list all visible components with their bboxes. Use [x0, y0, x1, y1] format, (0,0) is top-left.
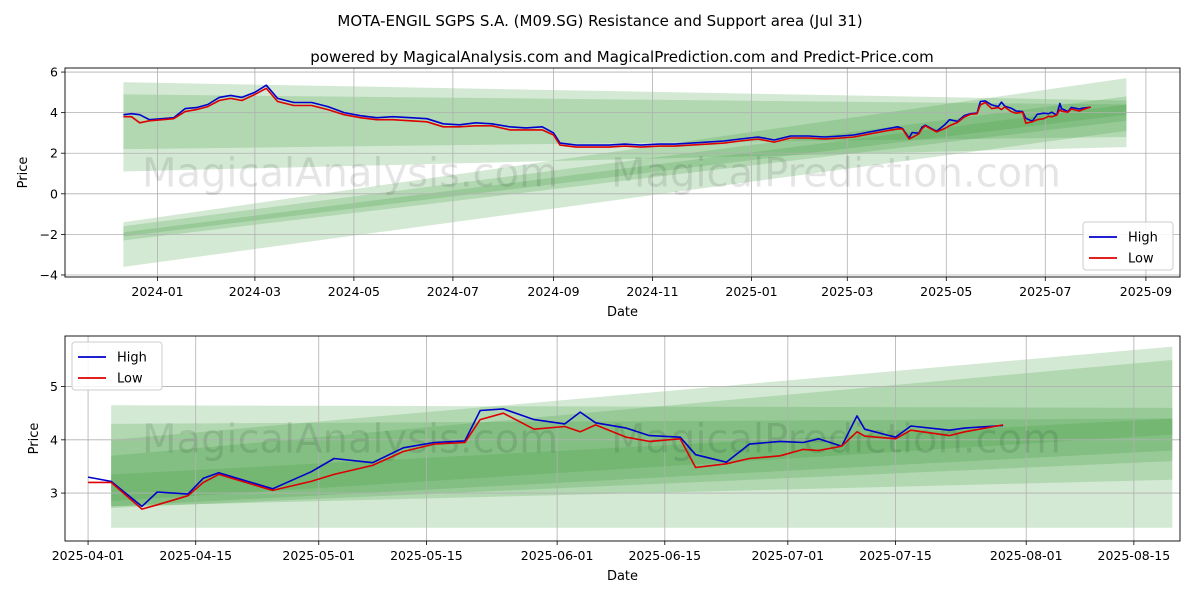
series-lines	[87, 408, 1004, 510]
x-tick-label: 2025-09	[1120, 284, 1172, 299]
y-tick-label: 4	[50, 432, 58, 447]
y-tick-label: −2	[40, 227, 58, 242]
y-axis-label: Price	[16, 157, 31, 189]
watermarks: MagicalAnalysis.com MagicalPrediction.com	[142, 417, 1061, 463]
low-legend-label: Low	[1128, 252, 1154, 267]
support-resistance-bands	[123, 78, 1127, 267]
x-tick-label: 2025-07-01	[751, 548, 824, 563]
x-axis-label: Date	[607, 305, 638, 320]
chart-subtitle: powered by MagicalAnalysis.com and Magic…	[310, 48, 934, 66]
high-legend-label: High	[117, 351, 147, 366]
x-tick-label: 2025-01	[725, 284, 777, 299]
watermark-text: MagicalPrediction.com	[611, 417, 1061, 463]
axis-ticks: 2024-01 2024-03 2024-05 2024-07 2024-09 2024-…	[40, 65, 1173, 299]
watermarks: MagicalAnalysis.com MagicalPrediction.com	[142, 151, 1061, 197]
band-0	[123, 82, 1127, 172]
grid-lines	[65, 68, 1180, 277]
y-tick-label: −4	[40, 267, 58, 282]
x-tick-label: 2025-07-15	[859, 548, 932, 563]
x-tick-label: 2025-07	[1019, 284, 1071, 299]
x-tick-label: 2024-01	[131, 284, 183, 299]
x-tick-label: 2025-04-15	[159, 548, 232, 563]
high-series-line	[123, 84, 1091, 146]
x-tick-label: 2025-03	[821, 284, 873, 299]
x-tick-label: 2025-06-01	[521, 548, 594, 563]
band-4	[111, 418, 1173, 502]
x-tick-label: 2025-08-01	[990, 548, 1063, 563]
axis-ticks: 2025-04-01 2025-04-15 2025-05-01 2025-05-15…	[50, 379, 1170, 563]
x-tick-label: 2024-11	[626, 284, 678, 299]
y-tick-label: 4	[50, 105, 58, 120]
band-4	[123, 104, 1127, 237]
support-resistance-bands	[111, 346, 1173, 528]
low-legend-label: Low	[117, 372, 143, 387]
plot-frame	[64, 335, 1181, 542]
low-series-line	[88, 412, 1004, 510]
band-1	[111, 418, 1173, 507]
x-tick-label: 2024-05	[328, 284, 380, 299]
y-tick-label: 6	[50, 65, 58, 80]
high-legend-label: High	[1128, 231, 1158, 246]
y-tick-label: 0	[50, 186, 58, 201]
x-tick-label: 2025-08-15	[1098, 548, 1171, 563]
band-2	[123, 78, 1127, 267]
x-tick-label: 2025-06-15	[628, 548, 701, 563]
x-axis-label: Date	[607, 569, 638, 584]
x-tick-label: 2025-05	[920, 284, 972, 299]
x-tick-label: 2025-05-15	[390, 548, 463, 563]
x-tick-label: 2024-09	[527, 284, 579, 299]
y-tick-label: 2	[50, 146, 58, 161]
series-lines	[123, 84, 1091, 148]
band-1	[123, 94, 1127, 150]
y-tick-label: 3	[50, 486, 58, 501]
x-tick-label: 2025-05-01	[282, 548, 355, 563]
watermark-text: MagicalAnalysis.com	[142, 151, 558, 197]
legend: High Low	[71, 341, 163, 391]
x-tick-label: 2024-07	[427, 284, 479, 299]
y-tick-label: 5	[50, 379, 58, 394]
low-series-line	[123, 87, 1091, 148]
bottom-chart-panel: 2025-04-01 2025-04-15 2025-05-01 2025-05-15…	[27, 335, 1181, 584]
legend: High Low	[1082, 221, 1174, 271]
chart-title: MOTA-ENGIL SGPS S.A. (M09.SG) Resistance…	[337, 12, 862, 30]
top-chart-panel: 2024-01 2024-03 2024-05 2024-07 2024-09 2024-…	[16, 65, 1181, 320]
x-tick-label: 2025-04-01	[52, 548, 125, 563]
watermark-text: MagicalPrediction.com	[611, 151, 1061, 197]
band-0	[111, 405, 1173, 528]
watermark-text: MagicalAnalysis.com	[142, 417, 558, 463]
plot-frame	[64, 67, 1181, 278]
high-series-line	[87, 408, 1004, 508]
x-tick-label: 2024-03	[229, 284, 281, 299]
y-axis-label: Price	[27, 423, 42, 455]
